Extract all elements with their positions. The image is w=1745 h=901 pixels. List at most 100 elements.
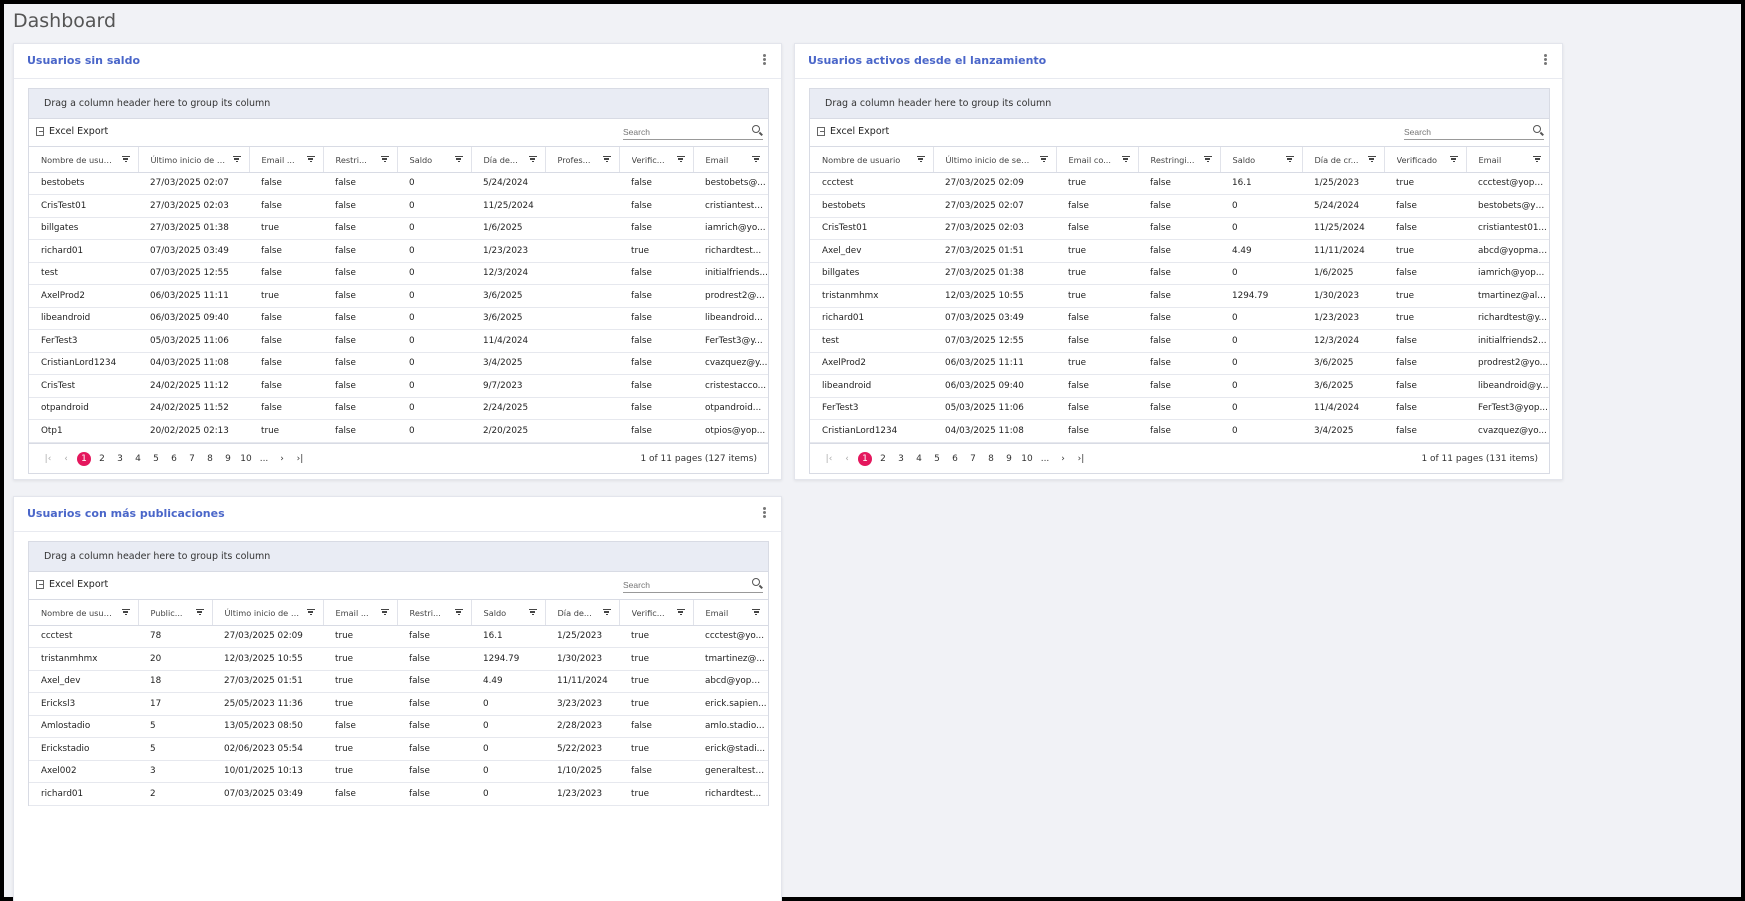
table-row[interactable]: test 07/03/2025 12:55 false false 0 12/3/2024… (29, 262, 768, 285)
table-row[interactable]: AxelProd2 06/03/2025 11:11 true false 0 3/6/2… (810, 352, 1549, 375)
page-button[interactable]: 1 (77, 451, 91, 466)
filter-icon[interactable] (121, 609, 130, 616)
excel-export-button[interactable]: Excel Export (817, 126, 889, 137)
table-row[interactable]: CrisTest01 27/03/2025 02:03 false false 0 11/… (810, 217, 1549, 240)
column-header-email[interactable]: Email (1466, 147, 1549, 173)
column-header-verific[interactable]: Verific... (619, 147, 694, 173)
excel-export-button[interactable]: Excel Export (36, 579, 108, 590)
page-button[interactable]: 6 (171, 453, 177, 464)
excel-export-button[interactable]: Excel Export (36, 126, 108, 137)
column-header-saldo[interactable]: Saldo (471, 600, 546, 626)
column-header-verificado[interactable]: Verificado (1384, 147, 1467, 173)
filter-icon[interactable] (752, 156, 760, 163)
filter-icon[interactable] (676, 609, 685, 616)
page-button[interactable]: 10 (240, 453, 252, 464)
filter-icon[interactable] (1203, 156, 1212, 163)
first-page-icon[interactable]: |‹ (44, 453, 52, 464)
kebab-menu-icon[interactable] (763, 506, 767, 520)
page-button[interactable]: 5 (153, 453, 159, 464)
filter-icon[interactable] (306, 156, 315, 163)
column-header-email-co[interactable]: Email co... (1056, 147, 1139, 173)
search-input[interactable] (623, 577, 743, 593)
table-row[interactable]: Otp1 20/02/2025 02:13 true false 0 2/20/2025 f… (29, 419, 768, 443)
column-header-restri[interactable]: Restri... (397, 600, 472, 626)
table-row[interactable]: bestobets 27/03/2025 02:07 false false 0 5/24… (810, 194, 1549, 218)
column-header-d-a-de[interactable]: Día de... (471, 147, 546, 173)
page-button[interactable]: ... (1040, 453, 1050, 464)
column-header-nombre-de-usuario[interactable]: Nombre de usuario (29, 600, 139, 626)
last-page-icon[interactable]: ›| (296, 453, 304, 464)
table-row[interactable]: tristanmhmx 20 12/03/2025 10:55 true false 12… (29, 647, 768, 671)
table-row[interactable]: Amlostadio 5 13/05/2023 08:50 false false 0 2/… (29, 715, 768, 738)
table-row[interactable]: Erickstadio 5 02/06/2023 05:54 true false 0 5/… (29, 737, 768, 761)
column-header-ltimo-inicio-de-s[interactable]: Último inicio de s... (138, 147, 250, 173)
table-row[interactable]: richard01 07/03/2025 03:49 false false 0 1/23… (810, 307, 1549, 330)
page-button[interactable]: 4 (916, 453, 922, 464)
table-row[interactable]: AxelProd2 06/03/2025 11:11 true false 0 3/6/2… (29, 284, 768, 308)
column-header-email[interactable]: Email ... (249, 147, 324, 173)
column-header-ltimo-inicio-de-sesi-n[interactable]: Último inicio de sesión (933, 147, 1057, 173)
first-page-icon[interactable]: |‹ (825, 453, 833, 464)
table-row[interactable]: libeandroid 06/03/2025 09:40 false false 0 3/… (810, 374, 1549, 398)
page-button[interactable]: 7 (189, 453, 195, 464)
filter-icon[interactable] (121, 156, 130, 163)
table-row[interactable]: ccctest 78 27/03/2025 02:09 true false 16.1 1/… (29, 625, 768, 648)
table-row[interactable]: otpandroid 24/02/2025 11:52 false false 0 2/2… (29, 397, 768, 420)
table-row[interactable]: Axel002 3 10/01/2025 10:13 true false 0 1/10/2… (29, 760, 768, 783)
table-row[interactable]: bestobets 27/03/2025 02:07 false false 0 5/24… (29, 172, 768, 195)
page-button[interactable]: 2 (99, 453, 105, 464)
column-header-email[interactable]: Email (693, 600, 768, 626)
column-header-public[interactable]: Public... (138, 600, 213, 626)
filter-icon[interactable] (602, 609, 611, 616)
page-button[interactable]: 4 (135, 453, 141, 464)
prev-page-icon[interactable]: ‹ (845, 453, 849, 464)
column-header-restri[interactable]: Restri... (323, 147, 398, 173)
table-row[interactable]: billgates 27/03/2025 01:38 true false 0 1/6/2… (810, 262, 1549, 285)
filter-icon[interactable] (752, 609, 760, 616)
filter-icon[interactable] (380, 609, 389, 616)
search-input[interactable] (1404, 124, 1524, 140)
page-button[interactable]: 5 (934, 453, 940, 464)
next-page-icon[interactable]: › (1061, 453, 1065, 464)
column-header-email[interactable]: Email (693, 147, 768, 173)
page-button[interactable]: 1 (858, 451, 872, 466)
filter-icon[interactable] (1449, 156, 1458, 163)
table-row[interactable]: ccctest 27/03/2025 02:09 true false 16.1 1/25… (810, 172, 1549, 195)
table-row[interactable]: libeandroid 06/03/2025 09:40 false false 0 3/… (29, 307, 768, 330)
column-header-email[interactable]: Email ... (323, 600, 398, 626)
filter-icon[interactable] (454, 156, 463, 163)
page-button[interactable]: 6 (952, 453, 958, 464)
column-header-nombre-de-usuario[interactable]: Nombre de usuario (810, 147, 934, 173)
table-row[interactable]: Ericksl3 17 25/05/2023 11:36 true false 0 3/23… (29, 692, 768, 716)
table-row[interactable]: FerTest3 05/03/2025 11:06 false false 0 11/4/… (810, 397, 1549, 420)
filter-icon[interactable] (916, 156, 925, 163)
table-row[interactable]: richard01 2 07/03/2025 03:49 false false 0 1/2… (29, 782, 768, 806)
table-row[interactable]: CristianLord1234 04/03/2025 11:08 false fal… (810, 419, 1549, 443)
last-page-icon[interactable]: ›| (1077, 453, 1085, 464)
filter-icon[interactable] (380, 156, 389, 163)
column-header-profes[interactable]: Profes... (545, 147, 620, 173)
page-button[interactable]: 2 (880, 453, 886, 464)
page-button[interactable]: 7 (970, 453, 976, 464)
table-row[interactable]: FerTest3 05/03/2025 11:06 false false 0 11/4/… (29, 329, 768, 353)
search-input[interactable] (623, 124, 743, 140)
filter-icon[interactable] (528, 156, 537, 163)
filter-icon[interactable] (195, 609, 204, 616)
table-row[interactable]: CrisTest 24/02/2025 11:12 false false 0 9/7/2… (29, 374, 768, 398)
table-row[interactable]: richard01 07/03/2025 03:49 false false 0 1/23… (29, 239, 768, 263)
next-page-icon[interactable]: › (280, 453, 284, 464)
table-row[interactable]: Axel_dev 18 27/03/2025 01:51 true false 4.49 1… (29, 670, 768, 693)
column-header-d-a-de[interactable]: Día de... (545, 600, 620, 626)
table-row[interactable]: CrisTest01 27/03/2025 02:03 false false 0 11/… (29, 194, 768, 218)
page-button[interactable]: 8 (988, 453, 994, 464)
table-row[interactable]: Axel_dev 27/03/2025 01:51 true false 4.49 11/… (810, 239, 1549, 263)
filter-icon[interactable] (528, 609, 537, 616)
filter-icon[interactable] (1367, 156, 1376, 163)
page-button[interactable]: 8 (207, 453, 213, 464)
table-row[interactable]: tristanmhmx 12/03/2025 10:55 true false 1294… (810, 284, 1549, 308)
page-button[interactable]: ... (259, 453, 269, 464)
column-header-nombre-de-usuario[interactable]: Nombre de usuario (29, 147, 139, 173)
filter-icon[interactable] (1121, 156, 1130, 163)
table-row[interactable]: test 07/03/2025 12:55 false false 0 12/3/2024… (810, 329, 1549, 353)
column-header-saldo[interactable]: Saldo (1220, 147, 1303, 173)
